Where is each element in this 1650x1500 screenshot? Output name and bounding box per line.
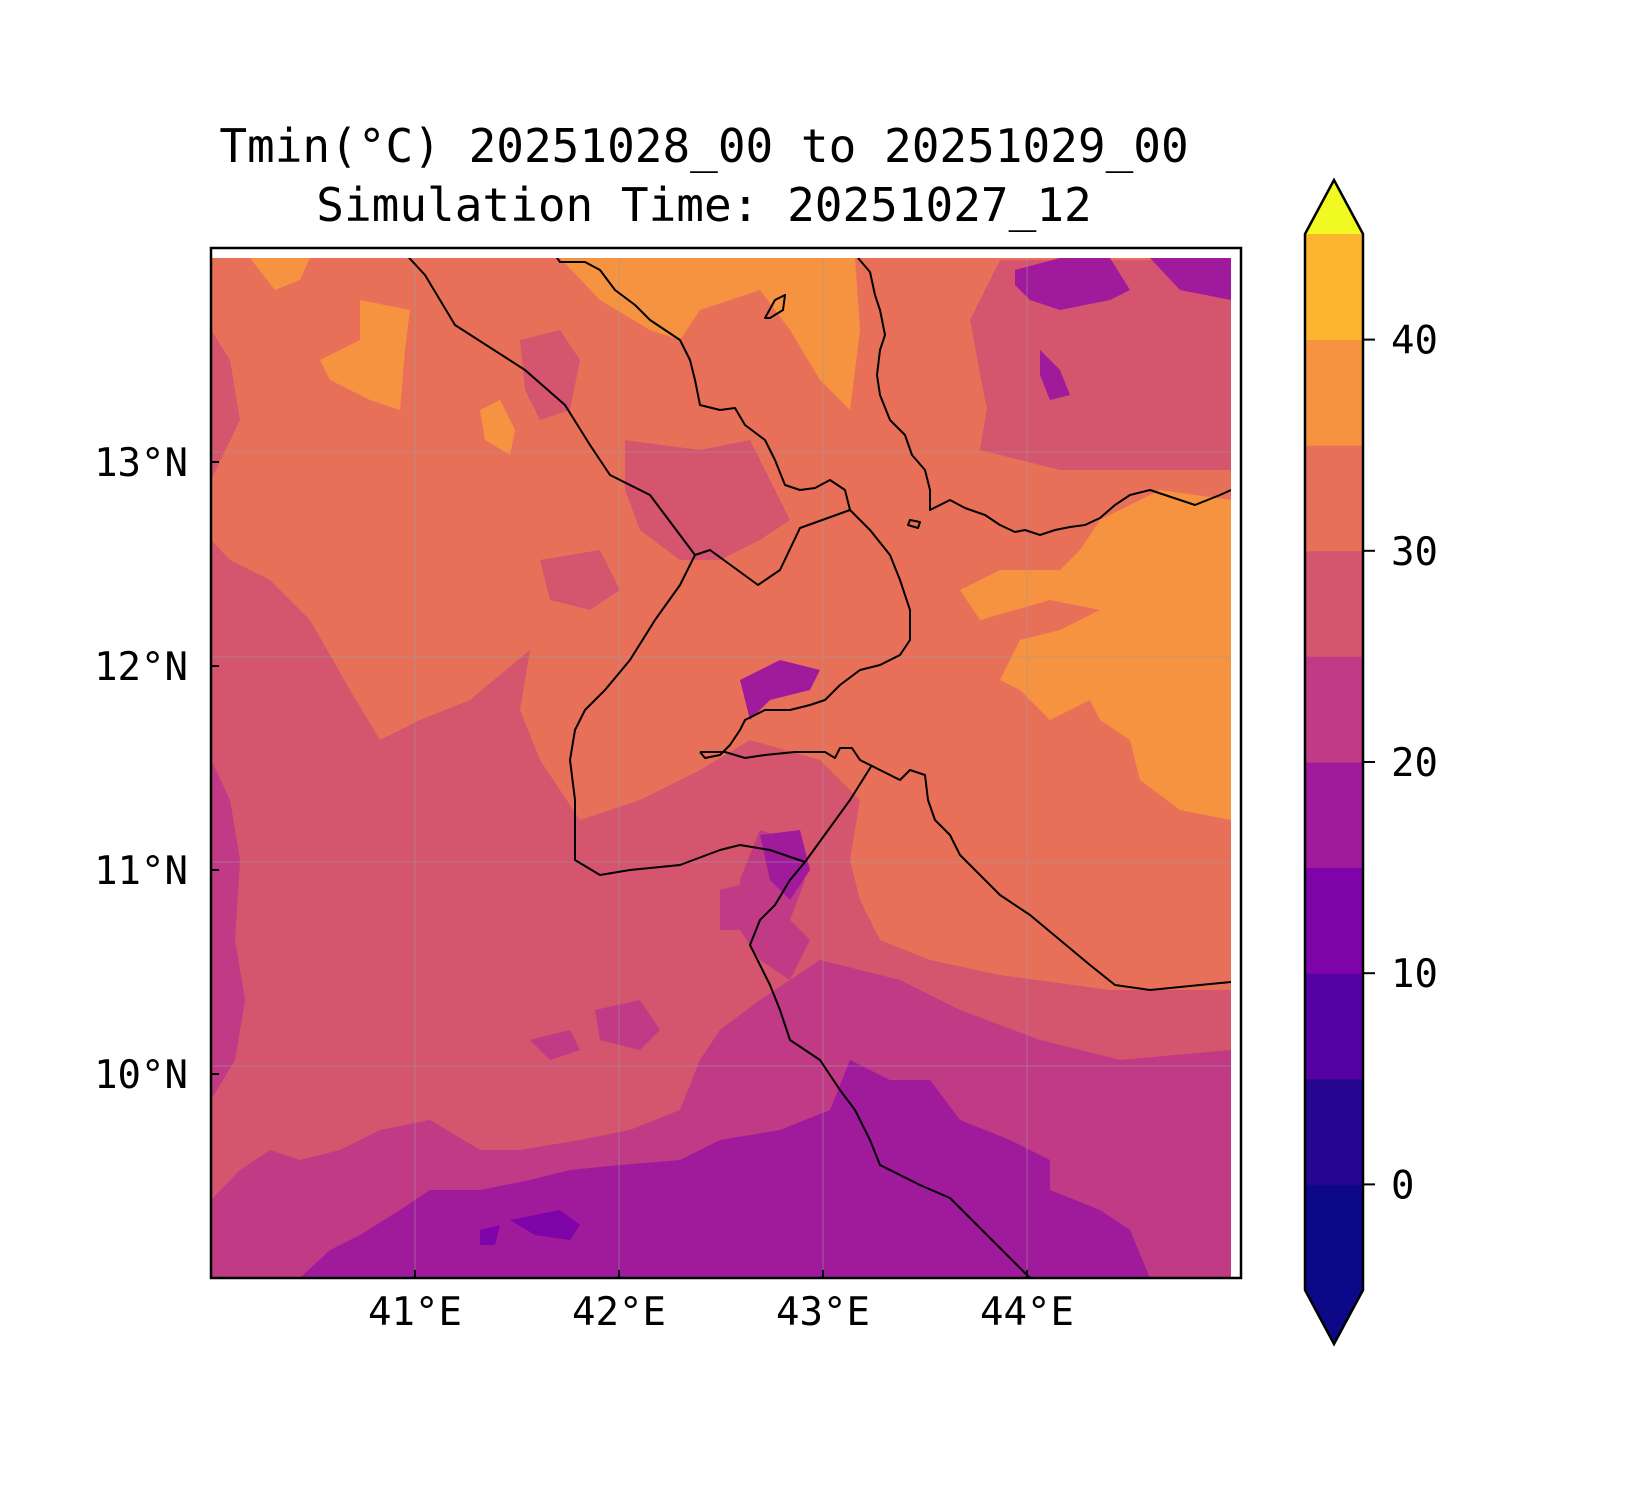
map-panel: [211, 258, 1231, 1278]
lat-tick-label: 10°N: [94, 1053, 188, 1098]
contour-30-35-north: [250, 258, 860, 455]
colorbar-segment: [1305, 234, 1363, 341]
colorbar-segment: [1305, 445, 1363, 552]
island-perim: [907, 519, 921, 529]
colorbar-segment: [1305, 762, 1363, 869]
colorbar-tick-label: 10: [1391, 952, 1438, 997]
colorbar-tick-label: 40: [1391, 319, 1438, 364]
contour-20-25-islands: [520, 260, 1231, 610]
coast-eritrea-red-sea: [555, 258, 911, 759]
lon-tick-label: 42°E: [572, 1290, 666, 1335]
contour-15-20-mid: [530, 830, 810, 1060]
longitude-axis: 41°E 42°E 43°E 44°E: [368, 1270, 1074, 1335]
contour-15-20-west: [211, 760, 245, 1100]
border-djibouti-south: [569, 554, 806, 876]
colorbar-extend-min: [1305, 1290, 1363, 1344]
contour-5-10: [480, 1210, 580, 1245]
latitude-axis: 13°N 12°N 11°N 10°N: [94, 441, 219, 1098]
map-title-line2: Simulation Time: 20251027_12: [316, 178, 1091, 232]
coastlines-and-borders: [407, 258, 1231, 1278]
colorbar: 0 10 20 30 40: [1303, 177, 1438, 1347]
colorbar-segment: [1305, 1078, 1363, 1185]
border-djibouti-north: [694, 509, 851, 586]
coast-yemen: [857, 258, 1231, 536]
border-eritrea-ethiopia: [407, 258, 696, 556]
coast-gulf-tadjoura: [700, 747, 1231, 991]
colorbar-tick-label: 30: [1391, 530, 1438, 575]
map-frame: [209, 246, 1243, 1280]
colorbar-segment: [1305, 1184, 1363, 1291]
colorbar-extend-max: [1305, 180, 1363, 234]
colorbar-segment: [1305, 867, 1363, 974]
map-title-line1: Tmin(°C) 20251028_00 to 20251029_00: [219, 119, 1188, 173]
colorbar-segment: [1305, 656, 1363, 763]
colorbar-segment: [1305, 339, 1363, 446]
lon-tick-label: 43°E: [776, 1290, 870, 1335]
colorbar-tick-label: 20: [1391, 741, 1438, 786]
lat-tick-label: 12°N: [94, 645, 188, 690]
lat-tick-label: 11°N: [94, 849, 188, 894]
colorbar-outline: [1303, 177, 1365, 1347]
contour-30-35-east: [960, 490, 1231, 820]
island-dahlak: [764, 294, 786, 319]
contour-10-15-north: [740, 258, 1231, 900]
colorbar-segment: [1305, 550, 1363, 657]
lon-tick-label: 44°E: [980, 1290, 1074, 1335]
colorbar-tick-label: 0: [1391, 1163, 1414, 1208]
contour-10-15-south: [300, 1060, 1150, 1278]
lon-tick-label: 41°E: [368, 1290, 462, 1335]
border-ethiopia-somaliland-south: [749, 861, 1031, 1278]
lat-tick-label: 13°N: [94, 441, 188, 486]
colorbar-segment: [1305, 973, 1363, 1080]
border-somaliland-ethiopia: [804, 764, 873, 863]
map-gridlines: [211, 258, 1231, 1278]
